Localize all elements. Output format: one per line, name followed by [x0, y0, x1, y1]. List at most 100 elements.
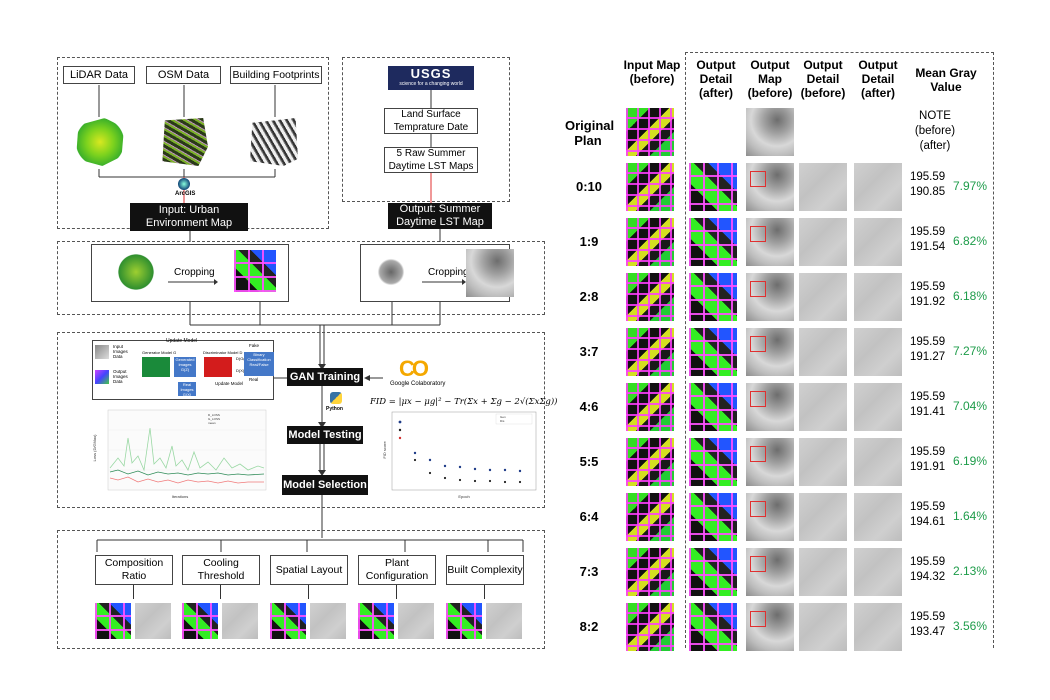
- arcgis-icon: [178, 178, 190, 190]
- row-output-detail-after-2: [854, 493, 902, 541]
- cropping-group: [57, 241, 545, 315]
- fake-label: Fake: [249, 343, 260, 348]
- header-mean-gray: Mean Gray Value: [915, 66, 977, 94]
- binary-classification: Binary Classification Real/False: [244, 352, 274, 376]
- loss-chart-grid: [108, 429, 266, 471]
- footprints-box: Building Footprints: [230, 66, 322, 84]
- row-output-map: [746, 548, 794, 596]
- row-output-detail-before: [799, 438, 847, 486]
- factor-output-map: [486, 603, 522, 639]
- row-output-detail-before: [799, 163, 847, 211]
- fid-points-red: [398, 436, 402, 440]
- output-images-thumb: [95, 370, 109, 384]
- row-output-detail-after-2: [854, 603, 902, 651]
- factor-input-map: [270, 603, 306, 639]
- cropping-right-label: Cropping: [428, 267, 469, 278]
- factor-label: Built Complexity: [447, 563, 523, 576]
- input-images-label: Input Images Data: [113, 344, 128, 359]
- generator-block: [142, 357, 170, 377]
- fid-points-black: [398, 428, 522, 484]
- row-output-detail-after: [689, 603, 737, 651]
- real-label: Real: [249, 377, 259, 382]
- discriminator-block: [204, 357, 232, 377]
- mean-gray-after: 194.61: [910, 516, 946, 528]
- reduction-percent: 6.82%: [953, 234, 988, 248]
- row-label: 0:10: [575, 179, 603, 194]
- row-input-map: [626, 328, 674, 376]
- model-selection-text: Model Selection: [283, 479, 367, 491]
- loss-series-green-light: [109, 427, 265, 472]
- usgs-logo-text: USGS: [410, 66, 452, 81]
- dx-label: D(X): [236, 368, 245, 373]
- header-output-detail-after-2: Output Detail (after): [858, 58, 898, 100]
- row-output-map: [746, 438, 794, 486]
- factor-arrow: [133, 585, 134, 599]
- usgs-logo: USGS science for a changing world: [388, 66, 474, 90]
- gz-label: D(G(Z)): [236, 356, 250, 361]
- row-output-map: [746, 328, 794, 376]
- factor-input-map: [95, 603, 131, 639]
- mean-gray-after: 190.85: [910, 186, 946, 198]
- row-output-detail-after-2: [854, 163, 902, 211]
- gan-training-text: GAN Training: [289, 371, 361, 383]
- factor-box-0: Composition Ratio: [95, 555, 173, 585]
- row-output-detail-before: [799, 218, 847, 266]
- factor-output-map: [398, 603, 434, 639]
- binary-classification-label: Binary Classification Real/False: [247, 352, 271, 367]
- factor-output-map: [310, 603, 346, 639]
- row-output-detail-after: [689, 493, 737, 541]
- original-note: NOTE (before) (after): [914, 110, 956, 152]
- row-output-detail-before: [799, 493, 847, 541]
- row-output-map: [746, 603, 794, 651]
- cropping-right-arrow: [422, 279, 466, 285]
- row-output-detail-before: [799, 273, 847, 321]
- factors-group: [57, 530, 545, 649]
- factor-box-1: Cooling Threshold: [182, 555, 260, 585]
- discriminator-label: Discriminator Model D: [203, 350, 243, 355]
- mean-gray-before: 195.59: [910, 336, 946, 348]
- row-output-map: [746, 218, 794, 266]
- reduction-percent: 7.97%: [953, 179, 988, 193]
- reduction-percent: 7.27%: [953, 344, 988, 358]
- row-label: 3:7: [579, 344, 599, 359]
- row-output-detail-before: [799, 603, 847, 651]
- osm-box: OSM Data: [146, 66, 221, 84]
- reduction-percent: 6.19%: [953, 454, 988, 468]
- header-output-detail-before: Output Detail (before): [800, 58, 846, 100]
- osm-label: OSM Data: [157, 68, 210, 81]
- row-label: 2:8: [579, 289, 599, 304]
- row-output-detail-after-2: [854, 438, 902, 486]
- fid-ylabel: FID score: [382, 441, 387, 459]
- mean-gray-after: 194.32: [910, 571, 946, 583]
- factor-label: Cooling Threshold: [197, 557, 245, 582]
- model-testing-text: Model Testing: [288, 429, 362, 441]
- colab-logo: CO: [399, 356, 429, 381]
- row-label: 8:2: [579, 619, 599, 634]
- row-output-detail-before: [799, 383, 847, 431]
- reduction-percent: 1.64%: [953, 509, 988, 523]
- lst-date-box: Land Surface Temprature Date: [384, 108, 478, 134]
- row-output-detail-before: [799, 328, 847, 376]
- factor-label: Spatial Layout: [275, 563, 343, 576]
- real-images-label: Real Images G(X): [180, 382, 194, 397]
- mean-gray-before: 195.59: [910, 556, 946, 568]
- svg-text:D_LOSS: D_LOSS: [208, 413, 220, 417]
- generated-images-label: Generated Images G(Z): [175, 357, 195, 372]
- cropping-left-arrow: [168, 279, 218, 285]
- update-model-bottom: Update Model: [215, 381, 244, 386]
- mean-gray-after: 191.91: [910, 461, 946, 473]
- row-output-detail-after-2: [854, 383, 902, 431]
- row-output-map: [746, 383, 794, 431]
- fid-xlabel: Epoch: [458, 494, 469, 499]
- row-output-detail-after: [689, 383, 737, 431]
- mean-gray-after: 191.92: [910, 296, 946, 308]
- generated-images: Generated Images G(Z): [174, 357, 196, 377]
- row-input-map: [626, 438, 674, 486]
- python-icon: [330, 392, 342, 404]
- original-output-map: [746, 108, 794, 156]
- factor-input-map: [182, 603, 218, 639]
- lst-map-raw: [375, 252, 411, 292]
